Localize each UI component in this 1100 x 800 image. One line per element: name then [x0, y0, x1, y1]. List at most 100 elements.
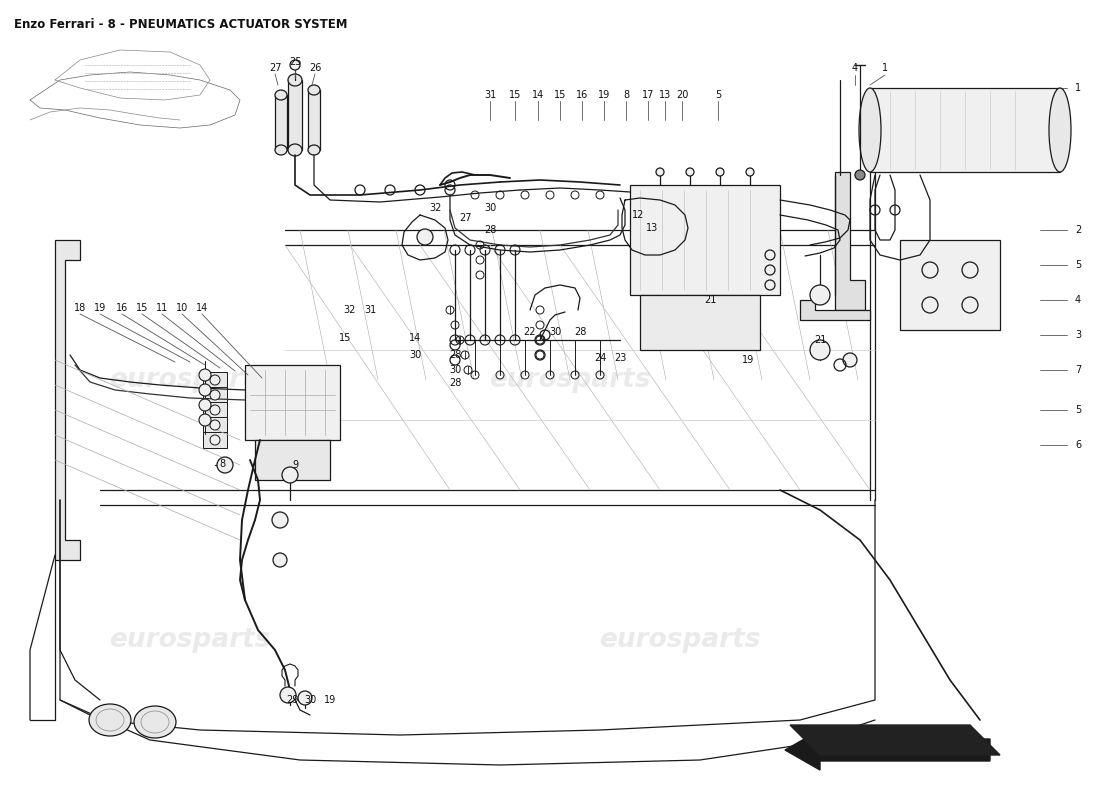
- Text: 22: 22: [524, 327, 537, 337]
- Circle shape: [686, 168, 694, 176]
- Ellipse shape: [308, 145, 320, 155]
- Circle shape: [272, 512, 288, 528]
- Ellipse shape: [89, 704, 131, 736]
- Polygon shape: [255, 440, 330, 480]
- Text: 9: 9: [292, 460, 298, 470]
- Text: 12: 12: [631, 210, 645, 220]
- Text: 26: 26: [309, 63, 321, 73]
- Circle shape: [746, 168, 754, 176]
- Text: 5: 5: [715, 90, 722, 100]
- Ellipse shape: [288, 74, 302, 86]
- Text: 20: 20: [675, 90, 689, 100]
- Circle shape: [217, 457, 233, 473]
- Ellipse shape: [308, 85, 320, 95]
- Text: eurosparts: eurosparts: [600, 627, 761, 653]
- Circle shape: [417, 229, 433, 245]
- Text: 25: 25: [288, 57, 301, 67]
- Text: 13: 13: [659, 90, 671, 100]
- Bar: [204, 432, 227, 448]
- Circle shape: [282, 467, 298, 483]
- Circle shape: [199, 414, 211, 426]
- Text: 23: 23: [614, 353, 626, 363]
- Text: 19: 19: [741, 355, 755, 365]
- Text: 30: 30: [449, 365, 461, 375]
- Text: 13: 13: [646, 223, 658, 233]
- Bar: [288, 80, 302, 150]
- Text: 10: 10: [176, 303, 188, 313]
- Text: 14: 14: [196, 303, 208, 313]
- Circle shape: [656, 168, 664, 176]
- Text: 14: 14: [409, 333, 421, 343]
- Text: 31: 31: [484, 90, 496, 100]
- Text: 5: 5: [1075, 405, 1081, 415]
- Text: 8: 8: [623, 90, 629, 100]
- Circle shape: [810, 340, 830, 360]
- Text: 19: 19: [598, 90, 611, 100]
- Ellipse shape: [275, 145, 287, 155]
- Text: 21: 21: [704, 295, 716, 305]
- Circle shape: [210, 375, 220, 385]
- Text: 24: 24: [594, 353, 606, 363]
- Text: 28: 28: [574, 327, 586, 337]
- Ellipse shape: [1049, 88, 1071, 172]
- Text: 6: 6: [1075, 440, 1081, 450]
- Text: 28: 28: [484, 225, 496, 235]
- Ellipse shape: [859, 88, 881, 172]
- Polygon shape: [245, 365, 340, 440]
- Text: 31: 31: [364, 305, 376, 315]
- Text: 16: 16: [116, 303, 128, 313]
- Text: 4: 4: [851, 63, 858, 73]
- Polygon shape: [800, 300, 870, 320]
- Bar: [308, 90, 320, 150]
- Text: 30: 30: [409, 350, 421, 360]
- Polygon shape: [835, 172, 865, 310]
- Text: 15: 15: [135, 303, 149, 313]
- Circle shape: [810, 285, 830, 305]
- Text: 11: 11: [156, 303, 168, 313]
- Circle shape: [199, 369, 211, 381]
- Text: 7: 7: [1075, 365, 1081, 375]
- Text: 30: 30: [484, 203, 496, 213]
- Text: Enzo Ferrari - 8 - PNEUMATICS ACTUATOR SYSTEM: Enzo Ferrari - 8 - PNEUMATICS ACTUATOR S…: [14, 18, 348, 31]
- Text: 28: 28: [449, 378, 461, 388]
- Text: 18: 18: [74, 303, 86, 313]
- Circle shape: [855, 170, 865, 180]
- Bar: [204, 387, 227, 403]
- Polygon shape: [790, 725, 1000, 755]
- Text: 5: 5: [1075, 260, 1081, 270]
- Text: 14: 14: [532, 90, 544, 100]
- Text: 19: 19: [94, 303, 106, 313]
- Circle shape: [199, 384, 211, 396]
- Bar: [204, 372, 227, 388]
- Text: 19: 19: [323, 695, 337, 705]
- Circle shape: [843, 353, 857, 367]
- Text: 15: 15: [339, 333, 351, 343]
- Polygon shape: [900, 240, 1000, 330]
- Circle shape: [280, 687, 296, 703]
- FancyArrow shape: [785, 730, 990, 770]
- Text: 27: 27: [459, 213, 471, 223]
- Text: 27: 27: [268, 63, 282, 73]
- Circle shape: [199, 399, 211, 411]
- Text: eurosparts: eurosparts: [109, 367, 271, 393]
- Polygon shape: [630, 185, 780, 295]
- Circle shape: [273, 553, 287, 567]
- Text: 30: 30: [304, 695, 316, 705]
- Text: 32: 32: [344, 305, 356, 315]
- Text: 15: 15: [509, 90, 521, 100]
- Circle shape: [210, 435, 220, 445]
- Polygon shape: [55, 240, 80, 560]
- Bar: [870, 88, 1060, 172]
- Text: 3: 3: [1075, 330, 1081, 340]
- Circle shape: [290, 60, 300, 70]
- Bar: [204, 417, 227, 433]
- Text: 28: 28: [449, 350, 461, 360]
- Circle shape: [210, 420, 220, 430]
- Text: eurosparts: eurosparts: [490, 367, 651, 393]
- Circle shape: [298, 691, 312, 705]
- Circle shape: [210, 405, 220, 415]
- Text: 30: 30: [549, 327, 561, 337]
- Bar: [275, 95, 287, 150]
- Circle shape: [716, 168, 724, 176]
- Text: 32: 32: [429, 203, 441, 213]
